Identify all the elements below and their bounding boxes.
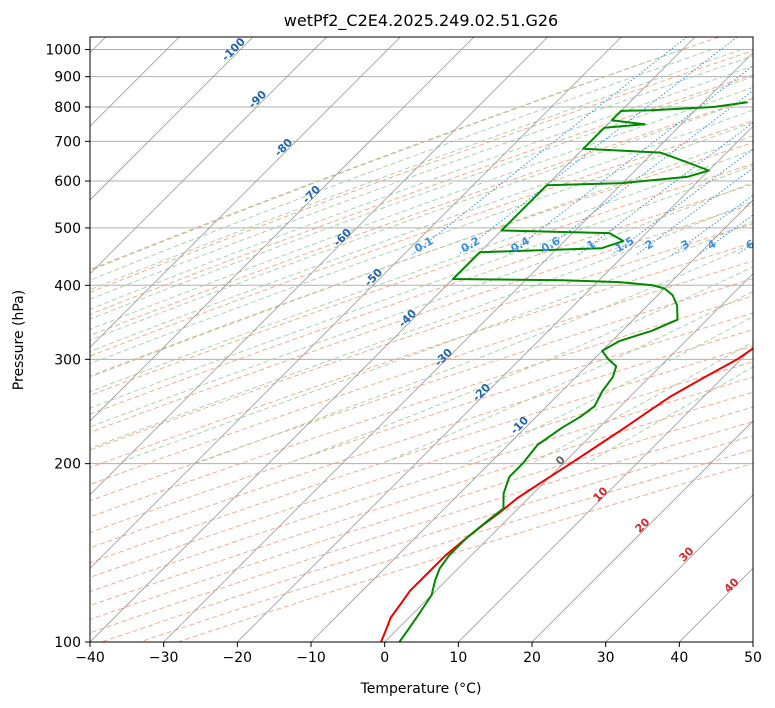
dry-adiabat-line bbox=[90, 50, 753, 293]
moist-adiabat-line bbox=[90, 76, 753, 320]
isotherm-line bbox=[605, 494, 753, 642]
x-tick-label: 30 bbox=[597, 650, 615, 666]
dry-adiabat-line bbox=[90, 97, 753, 337]
isotherm-line bbox=[90, 37, 622, 569]
dry-adiabat-line bbox=[90, 278, 753, 502]
mixing-ratio-line bbox=[765, 37, 775, 255]
isotherm-line bbox=[90, 37, 327, 275]
moist-adiabat-line bbox=[90, 181, 753, 428]
x-tick-label: −40 bbox=[75, 650, 105, 666]
isotherms bbox=[90, 37, 753, 642]
y-tick-label: 700 bbox=[54, 134, 81, 150]
dry-adiabat-line bbox=[90, 241, 753, 469]
y-tick-label: 400 bbox=[54, 278, 81, 294]
y-tick-label: 1000 bbox=[45, 43, 81, 59]
x-tick-label: 20 bbox=[523, 650, 541, 666]
y-axis-ticks: 100 200 300 400 500 600 700 800 900 1000 bbox=[45, 43, 90, 651]
isotherm-line bbox=[90, 37, 401, 348]
mixing-ratio-line bbox=[635, 167, 753, 256]
chart-title: wetPf2_C2E4.2025.249.02.51.G26 bbox=[284, 11, 558, 31]
isotherm-line bbox=[90, 37, 475, 422]
mixing-ratio-line bbox=[507, 65, 753, 256]
isotherm-line bbox=[163, 52, 753, 642]
isotherm-line bbox=[90, 37, 548, 496]
dry-adiabat-line bbox=[90, 391, 753, 607]
dry-adiabat-line bbox=[90, 163, 753, 396]
y-tick-label: 300 bbox=[54, 352, 81, 368]
dry-adiabat-line bbox=[90, 223, 753, 451]
isotherm-line bbox=[237, 125, 753, 642]
x-axis-label: Temperature (°C) bbox=[360, 681, 482, 697]
isotherm-line bbox=[310, 199, 753, 642]
sounding-series bbox=[380, 101, 753, 642]
moist-adiabat-line bbox=[90, 65, 753, 310]
isotherm-line bbox=[458, 346, 753, 642]
y-tick-label: 900 bbox=[54, 70, 81, 86]
x-tick-label: −30 bbox=[149, 650, 179, 666]
moist-adiabat-line bbox=[90, 98, 753, 341]
isotherm-line bbox=[752, 641, 753, 642]
x-tick-label: 10 bbox=[449, 650, 467, 666]
dry-adiabats bbox=[90, 37, 753, 642]
pressure-gridlines bbox=[90, 49, 753, 642]
moist-adiabat-line bbox=[195, 242, 753, 465]
x-tick-label: 40 bbox=[670, 650, 688, 666]
y-tick-label: 100 bbox=[54, 635, 81, 651]
dry-adiabat-line bbox=[90, 295, 753, 518]
dry-adiabat-line bbox=[90, 361, 753, 578]
isotherm-line bbox=[384, 273, 753, 642]
y-tick-label: 600 bbox=[54, 174, 81, 190]
x-tick-label: 50 bbox=[744, 650, 762, 666]
mixing-ratio-lines bbox=[411, 37, 775, 256]
plot-frame bbox=[89, 36, 754, 643]
moist-adiabat-line bbox=[90, 109, 753, 353]
dry-adiabat-line bbox=[90, 142, 753, 377]
moist-adiabat-line bbox=[90, 86, 753, 330]
y-tick-label: 500 bbox=[54, 221, 81, 237]
mixing-ratio-label: 6 bbox=[744, 237, 757, 252]
moist-adiabat-line bbox=[90, 49, 713, 281]
moist-adiabat-line bbox=[90, 55, 753, 300]
y-tick-label: 200 bbox=[54, 457, 81, 473]
y-axis-label: Pressure (hPa) bbox=[11, 290, 27, 390]
isotherm-line bbox=[90, 37, 254, 201]
moist-adiabat-line bbox=[90, 49, 683, 272]
y-tick-label: 800 bbox=[54, 100, 81, 116]
moist-adiabat-line bbox=[90, 122, 753, 365]
plot-background bbox=[90, 37, 753, 642]
mixing-ratio-line bbox=[577, 122, 753, 256]
moist-adiabat-line bbox=[90, 164, 753, 409]
dry-adiabat-line bbox=[90, 345, 753, 564]
moist-adiabat-line bbox=[90, 135, 753, 378]
x-tick-label: −10 bbox=[296, 650, 326, 666]
dewpoint-profile-line bbox=[398, 101, 748, 642]
x-tick-label: 0 bbox=[380, 650, 389, 666]
x-axis-ticks: −40 −30 −20 −10 0 10 20 30 40 50 bbox=[75, 642, 762, 666]
dry-adiabat-line bbox=[90, 312, 753, 533]
moist-adiabats bbox=[90, 49, 753, 465]
dry-adiabat-line bbox=[90, 329, 753, 549]
moist-adiabat-line bbox=[381, 290, 753, 465]
dry-adiabat-line bbox=[90, 376, 753, 593]
x-tick-label: −20 bbox=[223, 650, 253, 666]
moist-adiabat-line bbox=[90, 149, 753, 393]
isotherm-line bbox=[531, 420, 753, 642]
mixing-ratio-line bbox=[457, 37, 738, 256]
